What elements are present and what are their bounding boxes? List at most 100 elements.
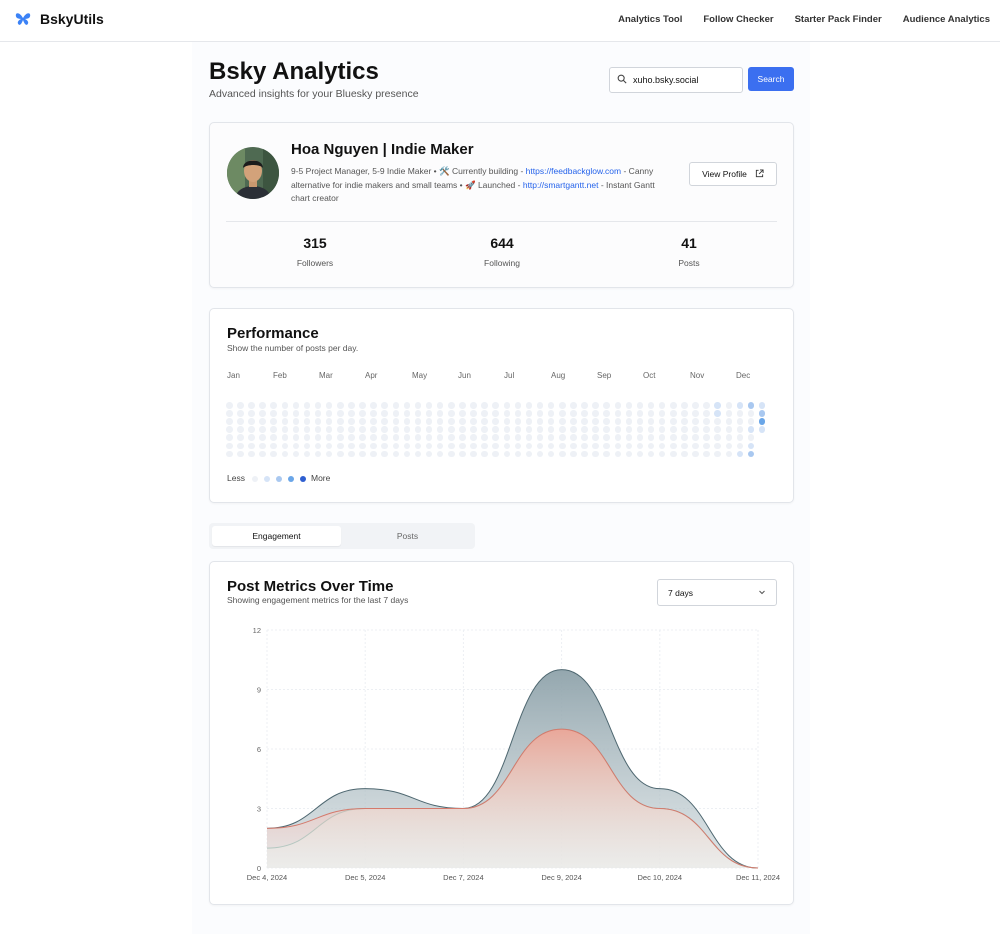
y-tick-label: 3 — [257, 805, 261, 814]
heatmap-cell — [658, 418, 666, 425]
series-area — [267, 729, 758, 868]
heatmap-cell — [625, 434, 633, 441]
heatmap-cell — [414, 442, 422, 449]
view-profile-button[interactable]: View Profile — [689, 162, 777, 186]
heatmap-cell — [248, 442, 255, 449]
heatmap-cell — [736, 442, 744, 449]
heatmap-cell — [448, 434, 455, 441]
month-label: Apr — [365, 371, 378, 380]
heatmap-cell — [259, 426, 266, 433]
heatmap-cell — [481, 442, 488, 449]
post-metrics-card: Post Metrics Over Time Showing engagemen… — [209, 561, 794, 905]
heatmap-cell — [403, 402, 411, 409]
heatmap-cell — [614, 426, 621, 433]
heatmap-cell — [226, 426, 233, 433]
heatmap-cell — [714, 426, 721, 433]
heatmap-cell — [570, 450, 577, 458]
heatmap-cell — [581, 434, 588, 441]
heatmap-cell — [237, 426, 244, 433]
heatmap-cell — [614, 402, 621, 409]
heatmap-cell — [670, 442, 677, 449]
legend-dot — [288, 476, 294, 482]
performance-subtitle: Show the number of posts per day. — [227, 343, 359, 353]
heatmap-cell — [303, 418, 311, 425]
heatmap-cell — [359, 434, 366, 441]
heatmap-cell — [536, 450, 544, 458]
heatmap-cell — [259, 418, 266, 425]
heatmap-cell — [459, 434, 466, 441]
heatmap-cell — [592, 450, 599, 458]
heatmap-cell — [392, 434, 399, 441]
heatmap-cell — [514, 402, 522, 409]
heatmap-cell — [403, 418, 411, 425]
heatmap-cell — [559, 442, 566, 449]
heatmap-cell — [292, 410, 300, 417]
heatmap-cell — [359, 410, 366, 417]
y-tick-label: 9 — [257, 686, 261, 695]
heatmap-cell — [658, 402, 666, 409]
heatmap-cell — [636, 426, 644, 433]
tab-posts[interactable]: Posts — [396, 531, 419, 541]
heatmap-cell — [736, 402, 744, 409]
nav-link-starter-pack-finder[interactable]: Starter Pack Finder — [794, 14, 882, 25]
heatmap-cell — [459, 442, 466, 449]
heatmap-cell — [603, 410, 610, 417]
heatmap-cell — [403, 442, 411, 449]
heatmap-cell — [714, 442, 721, 449]
heatmap-cell — [470, 426, 477, 433]
heatmap-cell — [747, 418, 755, 425]
heatmap-cell — [348, 410, 355, 417]
profile-bio: 9-5 Project Manager, 5-9 Indie Maker • 🛠… — [291, 165, 671, 206]
nav-link-follow-checker[interactable]: Follow Checker — [703, 14, 774, 25]
heatmap-cell — [414, 434, 422, 441]
heatmap-cell — [681, 410, 688, 417]
external-link-icon — [755, 168, 764, 180]
heatmap-cell — [292, 434, 300, 441]
metrics-subtitle: Showing engagement metrics for the last … — [227, 595, 409, 605]
page-subtitle: Advanced insights for your Bluesky prese… — [209, 88, 419, 100]
heatmap-cell — [714, 418, 721, 425]
profile-name: Hoa Nguyen | Indie Maker — [291, 141, 474, 158]
heatmap-cell — [514, 410, 522, 417]
heatmap-cell — [736, 418, 744, 425]
heatmap-cell — [226, 450, 233, 458]
heatmap-cell — [425, 442, 433, 449]
heatmap-cell — [292, 426, 300, 433]
heatmap-cell — [237, 434, 244, 441]
heatmap-cell — [270, 410, 277, 417]
heatmap-cell — [403, 410, 411, 417]
time-range-value: 7 days — [668, 587, 694, 598]
heatmap-cell — [647, 418, 655, 425]
heatmap-cell — [414, 450, 422, 458]
heatmap-cell — [270, 426, 277, 433]
heatmap-cell — [259, 442, 266, 449]
brand[interactable]: BskyUtils — [14, 10, 104, 28]
view-profile-label: View Profile — [702, 169, 747, 179]
search-field[interactable] — [609, 67, 743, 93]
smartgantt-link[interactable]: http://smartgantt.net — [522, 179, 599, 190]
heatmap-cell — [459, 402, 466, 409]
search-input[interactable] — [633, 75, 733, 85]
heatmap-cell — [259, 402, 266, 409]
heatmap-cell — [525, 426, 533, 433]
time-range-select[interactable]: 7 days — [657, 579, 777, 606]
heatmap-cell — [714, 410, 721, 417]
heatmap-cell — [714, 434, 721, 441]
heatmap-cell — [603, 434, 610, 441]
search-button[interactable]: Search — [748, 67, 794, 91]
heatmap-cell — [559, 410, 566, 417]
heatmap-cell — [559, 402, 566, 409]
nav-link-analytics-tool[interactable]: Analytics Tool — [618, 14, 683, 25]
heatmap-cell — [681, 418, 688, 425]
feedbackglow-link[interactable]: https://feedbackglow.com — [525, 166, 622, 176]
tab-engagement[interactable]: Engagement — [212, 526, 341, 546]
heatmap-cell — [303, 442, 311, 449]
heatmap-cell — [481, 418, 488, 425]
month-label: Jun — [458, 371, 471, 380]
nav-link-audience-analytics[interactable]: Audience Analytics — [902, 14, 990, 25]
heatmap-cell — [725, 402, 732, 409]
stat-followers: 315 Followers — [255, 235, 375, 268]
heatmap-cell — [436, 418, 444, 425]
heatmap-cell — [725, 442, 732, 449]
heatmap-cell — [692, 442, 699, 449]
